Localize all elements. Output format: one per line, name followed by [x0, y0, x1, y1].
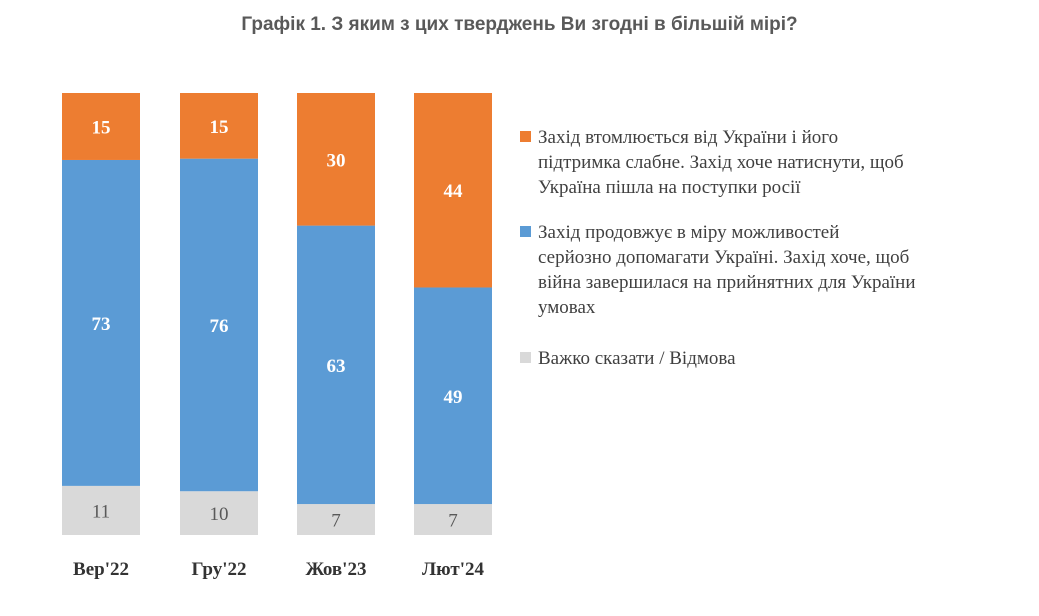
data-label-west-continues-0: 73: [92, 314, 111, 335]
bar-segment-hard-to-say-0: [62, 485, 140, 535]
legend: Захід втомлюється від України і його під…: [520, 125, 1020, 391]
category-label-0: Вер'22: [73, 559, 129, 580]
bar-segment-west-continues-0: [62, 159, 140, 486]
category-label-2: Жов'23: [306, 559, 367, 580]
category-label-3: Лют'24: [422, 559, 485, 580]
bar-segment-west-continues-2: [297, 225, 375, 505]
chart-title: Графік 1. З яким з цих тверджень Ви згод…: [241, 14, 798, 35]
bar-segment-west-tired-1: [180, 93, 258, 159]
legend-label-west-continues: Захід продовжує в міру можливостей серйо…: [538, 222, 916, 318]
bar-segment-hard-to-say-3: [414, 504, 492, 535]
data-label-hard-to-say-1: 10: [210, 504, 229, 525]
bar-segment-west-tired-3: [414, 93, 492, 288]
data-label-hard-to-say-3: 7: [448, 511, 458, 532]
data-label-west-tired-3: 44: [444, 181, 464, 202]
data-label-hard-to-say-2: 7: [331, 511, 341, 532]
data-label-west-continues-2: 63: [327, 356, 346, 377]
legend-label-west-tired: Захід втомлюється від України і його під…: [538, 127, 904, 198]
legend-item-hard-to-say: Важко сказати / Відмова: [520, 346, 1020, 371]
data-label-west-tired-0: 15: [92, 117, 111, 138]
data-label-west-continues-1: 76: [210, 316, 229, 337]
legend-item-west-continues: Захід продовжує в міру можливостей серйо…: [520, 220, 1020, 320]
data-label-west-continues-3: 49: [444, 387, 463, 408]
bar-segment-west-tired-2: [297, 93, 375, 226]
data-label-west-tired-2: 30: [327, 150, 346, 171]
legend-swatch-blue: [520, 226, 531, 237]
legend-item-west-tired: Захід втомлюється від України і його під…: [520, 125, 1020, 200]
legend-swatch-orange: [520, 131, 531, 142]
legend-swatch-gray: [520, 352, 531, 363]
data-label-west-tired-1: 15: [210, 117, 229, 138]
legend-label-hard-to-say: Важко сказати / Відмова: [538, 348, 736, 369]
bar-segment-west-continues-1: [180, 158, 258, 492]
bar-segment-hard-to-say-1: [180, 491, 258, 535]
data-label-hard-to-say-0: 11: [92, 501, 110, 522]
category-label-1: Гру'22: [192, 559, 247, 580]
bar-segment-hard-to-say-2: [297, 504, 375, 535]
bar-segment-west-tired-0: [62, 93, 140, 160]
bar-segment-west-continues-3: [414, 287, 492, 505]
